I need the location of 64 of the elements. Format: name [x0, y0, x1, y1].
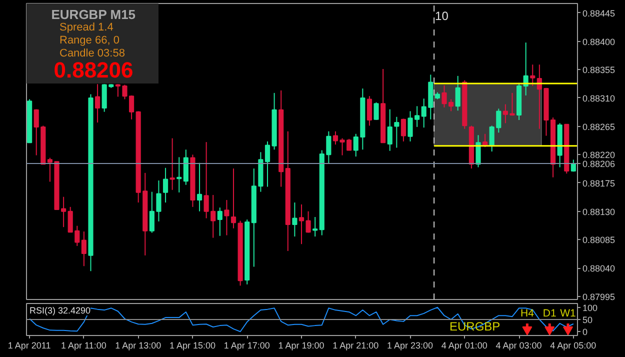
- candlestick: [353, 133, 358, 158]
- candlestick: [306, 210, 311, 234]
- candlestick: [196, 162, 202, 212]
- candlestick: [115, 84, 120, 98]
- candlestick: [183, 149, 188, 186]
- y-tick-label: 0: [582, 327, 588, 338]
- candlestick: [162, 167, 168, 204]
- candlestick: [292, 202, 298, 238]
- annotation: Range 66, 0: [60, 34, 120, 46]
- annotation: Candle 03:58: [60, 48, 125, 60]
- candlestick: [34, 108, 39, 156]
- x-tick-label: 4 Apr 03:00: [496, 340, 542, 350]
- candlestick: [476, 134, 481, 168]
- x-tick-label: 1 Apr 23:00: [386, 340, 434, 350]
- candlestick: [176, 156, 182, 193]
- x-tick-label: 4 Apr 05:00: [550, 340, 596, 350]
- y-tick-label: 50: [582, 315, 593, 325]
- y-tick-label: 100: [582, 302, 598, 313]
- annotation: 10: [435, 9, 449, 23]
- candlestick: [128, 94, 134, 120]
- candlestick: [455, 75, 460, 112]
- y-tick-label: 0.88400: [582, 36, 616, 47]
- candlestick: [374, 102, 379, 121]
- annotation: EURGBP M15: [51, 7, 136, 22]
- candlestick: [366, 96, 372, 126]
- y-tick-label: 0.88085: [582, 235, 616, 246]
- candlestick: [394, 116, 400, 148]
- y-tick-label: 0.88206: [582, 158, 616, 169]
- candlestick: [81, 230, 86, 267]
- y-tick-label: 0.88265: [582, 122, 616, 132]
- chart-title: RSI(3) 32.4290: [30, 306, 91, 316]
- x-tick-label: 1 Apr 19:00: [278, 340, 324, 350]
- x-tick-label: 1 Apr 15:00: [169, 340, 216, 350]
- candlestick: [95, 84, 100, 124]
- candlestick: [312, 216, 318, 238]
- y-tick-label: 0.88220: [582, 150, 616, 160]
- x-tick-label: 1 Apr 17:00: [224, 340, 270, 350]
- candlestick: [170, 138, 175, 190]
- y-tick-label: 0.88130: [582, 206, 616, 217]
- y-tick-label: 0.88175: [582, 178, 616, 188]
- y-tick-label: 0.88040: [582, 264, 616, 274]
- candlestick: [122, 84, 128, 100]
- x-tick-label: 1 Apr 2011: [8, 340, 51, 350]
- candlestick: [530, 64, 536, 86]
- candlestick: [230, 168, 236, 229]
- annotation: 0.88206: [54, 58, 134, 82]
- annotation: Spread 1.4: [60, 22, 114, 34]
- candlestick: [298, 204, 304, 245]
- candlestick: [224, 199, 230, 236]
- x-tick-label: 1 Apr 11:00: [61, 340, 106, 350]
- x-tick-label: 1 Apr 13:00: [115, 340, 162, 350]
- y-tick-label: 0.88355: [582, 65, 616, 76]
- candlestick: [400, 118, 406, 142]
- candlestick: [217, 207, 222, 236]
- y-tick-label: 0.88310: [582, 93, 616, 104]
- annotation: W1: [560, 308, 576, 320]
- x-tick-label: 1 Apr 21:00: [332, 340, 379, 350]
- annotation: D1: [542, 308, 556, 320]
- x-tick-label: 4 Apr 01:00: [441, 340, 488, 350]
- candlestick: [387, 108, 392, 152]
- candlestick: [264, 140, 270, 188]
- y-tick-label: 0.87995: [582, 292, 616, 302]
- y-tick-label: 0.88445: [582, 8, 616, 18]
- annotation: H4: [520, 308, 534, 320]
